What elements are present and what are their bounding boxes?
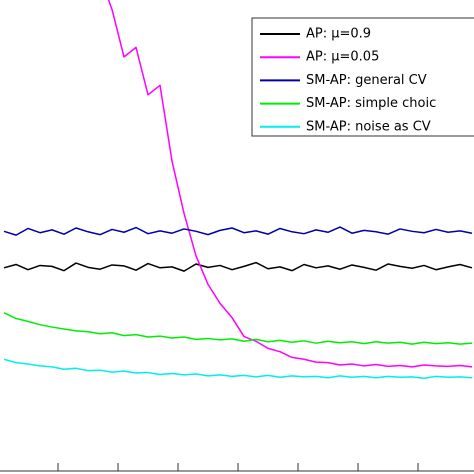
legend-label: AP: μ=0.05 xyxy=(306,50,379,65)
series-line xyxy=(107,0,473,368)
legend-label: SM-AP: noise as CV xyxy=(306,119,431,134)
plot-area xyxy=(3,0,473,379)
legend-label: SM-AP: general CV xyxy=(306,73,427,88)
legend: AP: μ=0.9 AP: μ=0.05 SM-AP: general CV SM-A… xyxy=(251,17,474,137)
series-line xyxy=(3,358,473,379)
series-line xyxy=(3,226,473,236)
legend-box xyxy=(251,17,474,137)
series-line xyxy=(3,261,473,272)
legend-label: SM-AP: simple choic xyxy=(306,96,436,111)
legend-label: AP: μ=0.9 xyxy=(306,27,371,42)
series-line xyxy=(3,312,473,345)
